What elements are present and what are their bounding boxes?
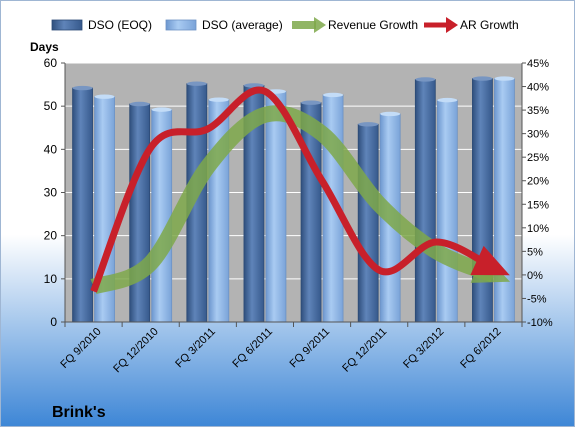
legend-arrow [314, 17, 326, 33]
y2-tick-label: 20% [527, 176, 549, 188]
legend-swatch [51, 19, 83, 31]
bar-top [129, 101, 150, 107]
y2-tick-label: 40% [527, 82, 549, 94]
bar-top [380, 111, 401, 117]
bar [265, 91, 287, 323]
bar-top [186, 81, 207, 86]
y2-tick-label: 35% [527, 105, 549, 117]
bar-top [472, 76, 493, 81]
chart-title: Brink's [52, 404, 106, 421]
y2-tick-label: -10% [527, 317, 553, 329]
y2-tick-label: 5% [527, 246, 543, 258]
legend-swatch [165, 19, 197, 31]
bar-top [415, 77, 436, 82]
y-axis-label: Days [30, 40, 59, 54]
y-tick-label: 20 [44, 229, 58, 243]
legend-label: DSO (average) [202, 18, 283, 32]
lines [90, 86, 511, 295]
bar [436, 99, 458, 323]
y2-tick-label: 15% [527, 199, 549, 211]
y2-tick-label: 10% [527, 223, 549, 235]
y-tick-label: 30 [44, 186, 58, 200]
legend-label: DSO (EOQ) [88, 18, 152, 32]
y2-tick-label: 45% [527, 58, 549, 70]
y2-tick-label: -5% [527, 293, 547, 305]
legend-arrow [446, 17, 458, 33]
legend-label: Revenue Growth [328, 18, 418, 32]
bar [472, 78, 493, 323]
bar-top [72, 85, 93, 91]
bar-top [301, 100, 322, 105]
y-tick-label: 60 [44, 56, 58, 70]
y-tick-label: 0 [50, 315, 57, 329]
bar [129, 103, 151, 323]
bar-top [323, 92, 344, 98]
y-tick-label: 10 [44, 272, 58, 286]
bar [357, 123, 379, 323]
bar-top [94, 94, 115, 99]
bar [414, 79, 436, 323]
bar [494, 78, 515, 323]
y2-tick-label: 0% [527, 270, 543, 282]
y-tick-label: 40 [44, 142, 58, 156]
bar [72, 87, 93, 323]
legend-label: AR Growth [460, 18, 519, 32]
bar-top [494, 76, 515, 81]
bar-top [208, 97, 229, 102]
y2-tick-label: 25% [527, 152, 549, 164]
ar-growth-line [90, 86, 510, 293]
bar-top [151, 107, 172, 112]
bar-top [437, 97, 458, 103]
y2-tick-label: 30% [527, 129, 549, 141]
bar-top [358, 122, 379, 127]
y-tick-label: 50 [44, 99, 58, 113]
legend: DSO (EOQ) DSO (average) Revenue Growth AR G… [51, 17, 519, 33]
